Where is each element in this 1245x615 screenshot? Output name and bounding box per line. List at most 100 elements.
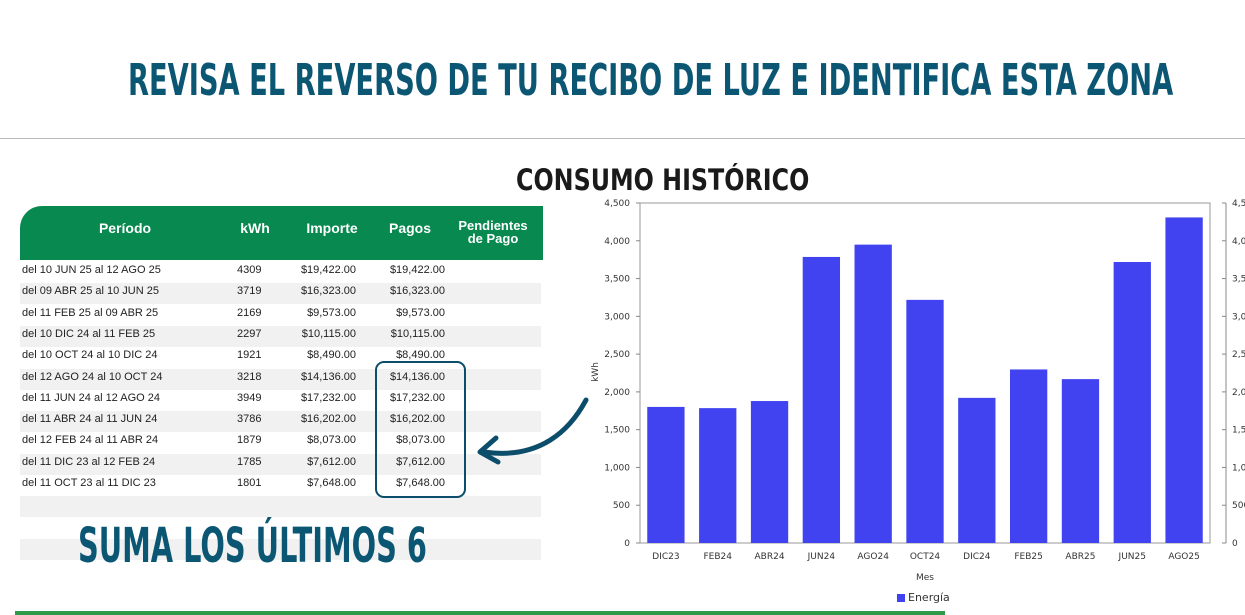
x-tick-label: ABR25 [1065, 552, 1095, 562]
bar [1165, 217, 1203, 544]
footer-strip [15, 611, 945, 615]
row-stripe [20, 538, 541, 560]
table-cell: 3218 [237, 370, 262, 383]
table-cell: $17,232.00 [300, 391, 356, 404]
bar [750, 401, 789, 543]
table-cell: $8,490.00 [396, 349, 445, 362]
x-tick-label: JUN25 [1118, 552, 1146, 562]
divider [0, 138, 1245, 139]
table: Período kWh Importe Pagos Pendientes de Pago… [20, 206, 543, 586]
table-cell: $10,115.00 [390, 327, 445, 340]
title: REVISA EL REVERSO DE TU RECIBO DE LUZ E … [128, 55, 1174, 106]
table-cell: $16,202.00 [389, 413, 445, 426]
y2-tick-label: 1,000 [1232, 463, 1245, 473]
y2-tick-label: 2,500 [1232, 350, 1245, 360]
bar [958, 397, 996, 543]
row-stripe [20, 283, 541, 305]
table-cell: 2297 [237, 327, 262, 340]
column-header: Pendientes de Pago [458, 218, 528, 246]
column-header: kWh [240, 220, 270, 236]
table-cell: $16,323.00 [300, 285, 356, 298]
column-header: Pagos [388, 220, 431, 236]
chart: 0 0 500 500 1,000 1,000 1,500 1,500 2,000 2,000 2,… [591, 199, 1245, 604]
bar [1113, 262, 1151, 543]
y-tick-label: 1,000 [604, 463, 630, 473]
table-cell: del 10 OCT 24 al 10 DIC 24 [22, 349, 158, 362]
table-cell: $16,323.00 [389, 285, 445, 298]
y-axis-label: kWh [591, 362, 601, 382]
table-cell: $8,073.00 [307, 434, 356, 447]
x-tick-label: DIC24 [963, 552, 991, 562]
table-cell: $16,202.00 [300, 413, 356, 426]
table-cell: $8,490.00 [307, 349, 356, 362]
x-tick-label: AGO24 [857, 552, 889, 562]
y2-tick-label: 2,000 [1232, 388, 1245, 398]
arrow [477, 397, 589, 465]
y2-tick-label: 500 [1232, 501, 1245, 511]
table-cell: del 12 AGO 24 al 10 OCT 24 [22, 370, 163, 383]
table-cell: $19,422.00 [300, 264, 356, 276]
x-tick-label: FEB24 [703, 552, 732, 562]
table-cell: 1921 [237, 349, 262, 362]
x-tick-label: DIC23 [652, 552, 679, 562]
y-tick-label: 3,000 [604, 312, 630, 322]
bar [906, 299, 944, 543]
y-tick-label: 4,500 [604, 199, 630, 209]
table-cell: $7,612.00 [307, 455, 356, 468]
table-cell: $14,136.00 [300, 370, 356, 383]
x-tick-label: OCT24 [910, 552, 941, 562]
table-cell: $14,136.00 [389, 370, 445, 383]
y2-tick-label: 0 [1232, 539, 1238, 549]
table-cell: $7,648.00 [307, 477, 356, 489]
row-stripe [20, 453, 541, 475]
table-cell: 1785 [237, 455, 262, 468]
y2-tick-label: 4,000 [1232, 237, 1245, 247]
bar [699, 408, 737, 543]
row-stripe [20, 496, 541, 518]
y2-tick-label: 4,500 [1232, 199, 1245, 209]
table-cell: del 12 FEB 24 al 11 ABR 24 [22, 434, 159, 447]
table-cell: $8,073.00 [396, 434, 445, 447]
y-tick-label: 2,500 [604, 350, 630, 360]
table-cell: 2169 [237, 306, 262, 319]
legend-swatch [897, 594, 905, 602]
table-cell: 4309 [237, 264, 262, 276]
bar [802, 256, 841, 543]
table-cell: del 10 JUN 25 al 12 AGO 25 [22, 264, 161, 276]
legend-label: Energía [908, 591, 950, 604]
table-cell: 3949 [237, 391, 262, 404]
table-cell: 1801 [237, 477, 262, 489]
y-tick-label: 4,000 [604, 237, 630, 247]
bar [1061, 379, 1100, 543]
table-cell: $10,115.00 [301, 327, 356, 340]
x-tick-label: AGO25 [1168, 552, 1200, 562]
table-cell: $7,612.00 [396, 455, 445, 468]
table-cell: 1879 [237, 434, 262, 447]
y2-tick-label: 3,000 [1232, 312, 1245, 322]
bar [854, 244, 892, 543]
table-cell: $9,573.00 [307, 306, 356, 319]
y-tick-label: 1,500 [604, 426, 630, 436]
table-cell: del 10 DIC 24 al 11 FEB 25 [22, 327, 156, 340]
highlight-box [375, 361, 466, 498]
x-tick-label: ABR24 [755, 552, 785, 562]
y-tick-label: 0 [624, 539, 630, 549]
column-header: Período [98, 220, 152, 236]
table-cell: del 09 ABR 25 al 10 JUN 25 [22, 285, 159, 298]
y-tick-label: 3,500 [604, 275, 630, 285]
table-cell: del 11 ABR 24 al 11 JUN 24 [22, 413, 158, 426]
row-stripe [20, 325, 541, 347]
table-cell: $17,232.00 [389, 391, 445, 404]
y2-tick-label: 3,500 [1232, 275, 1245, 285]
table-cell: 3719 [237, 285, 262, 298]
x-tick-label: FEB25 [1014, 552, 1043, 562]
bar [647, 406, 685, 543]
table-cell: 3786 [237, 413, 262, 426]
table-cell: del 11 DIC 23 al 12 FEB 24 [22, 455, 156, 468]
table-cell: $7,648.00 [396, 477, 445, 489]
callout: SUMA LOS ÚLTIMOS 6 [78, 518, 427, 574]
table-cell: del 11 OCT 23 al 11 DIC 23 [22, 477, 156, 489]
table-cell: $9,573.00 [396, 306, 445, 319]
y-tick-label: 500 [613, 501, 630, 511]
